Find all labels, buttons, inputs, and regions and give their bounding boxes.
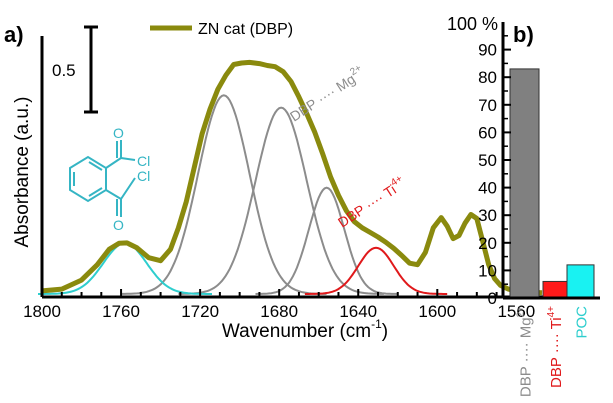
molecule-atom-cl2: Cl [137,168,150,184]
y-tick-label-b: 70 [478,96,497,115]
x-axis-label-a: Wavenumber (cm-1) [222,317,388,342]
x-tick-label: 1680 [260,302,298,321]
x-tick-label: 1640 [339,302,377,321]
x-tick-label: 1720 [181,302,219,321]
bond [105,157,122,169]
y-axis-top-label-b: 100 % [447,14,498,34]
molecule-structure [69,140,136,217]
molecule-atom-o1: O [113,125,124,141]
bond [105,189,122,200]
scale-bar-label: 0.5 [52,61,76,80]
spectrum-plot [38,59,543,296]
fit-band-4 [304,246,448,295]
y-tick-label-b: 60 [478,123,497,142]
bond [120,157,136,161]
bar-3 [566,264,595,299]
bond [120,177,136,200]
panel-b-label: b) [513,22,534,47]
panel-a-label: a) [4,22,24,47]
ring-inner-bond [88,187,103,197]
molecule-atom-o2: O [113,217,124,233]
category-label-b: DBP ···· Ti4+ [546,306,565,388]
molecule-atom-cl1: Cl [137,153,150,169]
fit-band-2 [178,106,384,295]
y-tick-label-b: 90 [478,41,497,60]
measured-spectrum-line [41,59,543,296]
y-axis-label-a: Absorbance (a.u.) [12,96,33,247]
y-tick-label-b: 50 [478,151,497,170]
y-tick-label-b: 0 [488,289,497,308]
x-tick-label: 1760 [102,302,140,321]
y-ticks-b: 0 10 20 30 40 50 60 70 80 90 [478,35,511,308]
category-label-b: DBP ···· Mg2+ [516,306,535,397]
bar-plot [509,68,595,299]
benzene-ring [69,155,107,203]
category-labels-b: DBP ···· Mg2+ DBP ···· Ti4+ POC [516,306,591,397]
fit-band-1 [121,94,327,295]
y-tick-label-b: 40 [478,179,497,198]
scale-bar [84,25,98,114]
y-tick-label-b: 30 [478,206,497,225]
ti-annotation: DBP ···· Ti4+ [334,173,409,230]
x-tick-label: 1800 [23,302,61,321]
legend-entry: ZN cat (DBP) [198,21,293,38]
x-tick-label: 1600 [418,302,456,321]
y-tick-label-b: 10 [478,261,497,280]
bar-1 [509,68,540,299]
category-label-b: POC [574,306,591,339]
y-tick-label-b: 20 [478,234,497,253]
legend: ZN cat (DBP) [150,21,293,38]
y-tick-label-b: 80 [478,68,497,87]
x-ticks-a: 1800 1760 1720 1680 1640 1600 1560 [23,289,538,321]
bar-2 [542,280,568,299]
x-tick-label: 1560 [497,302,535,321]
ring-inner-bond [88,161,103,171]
